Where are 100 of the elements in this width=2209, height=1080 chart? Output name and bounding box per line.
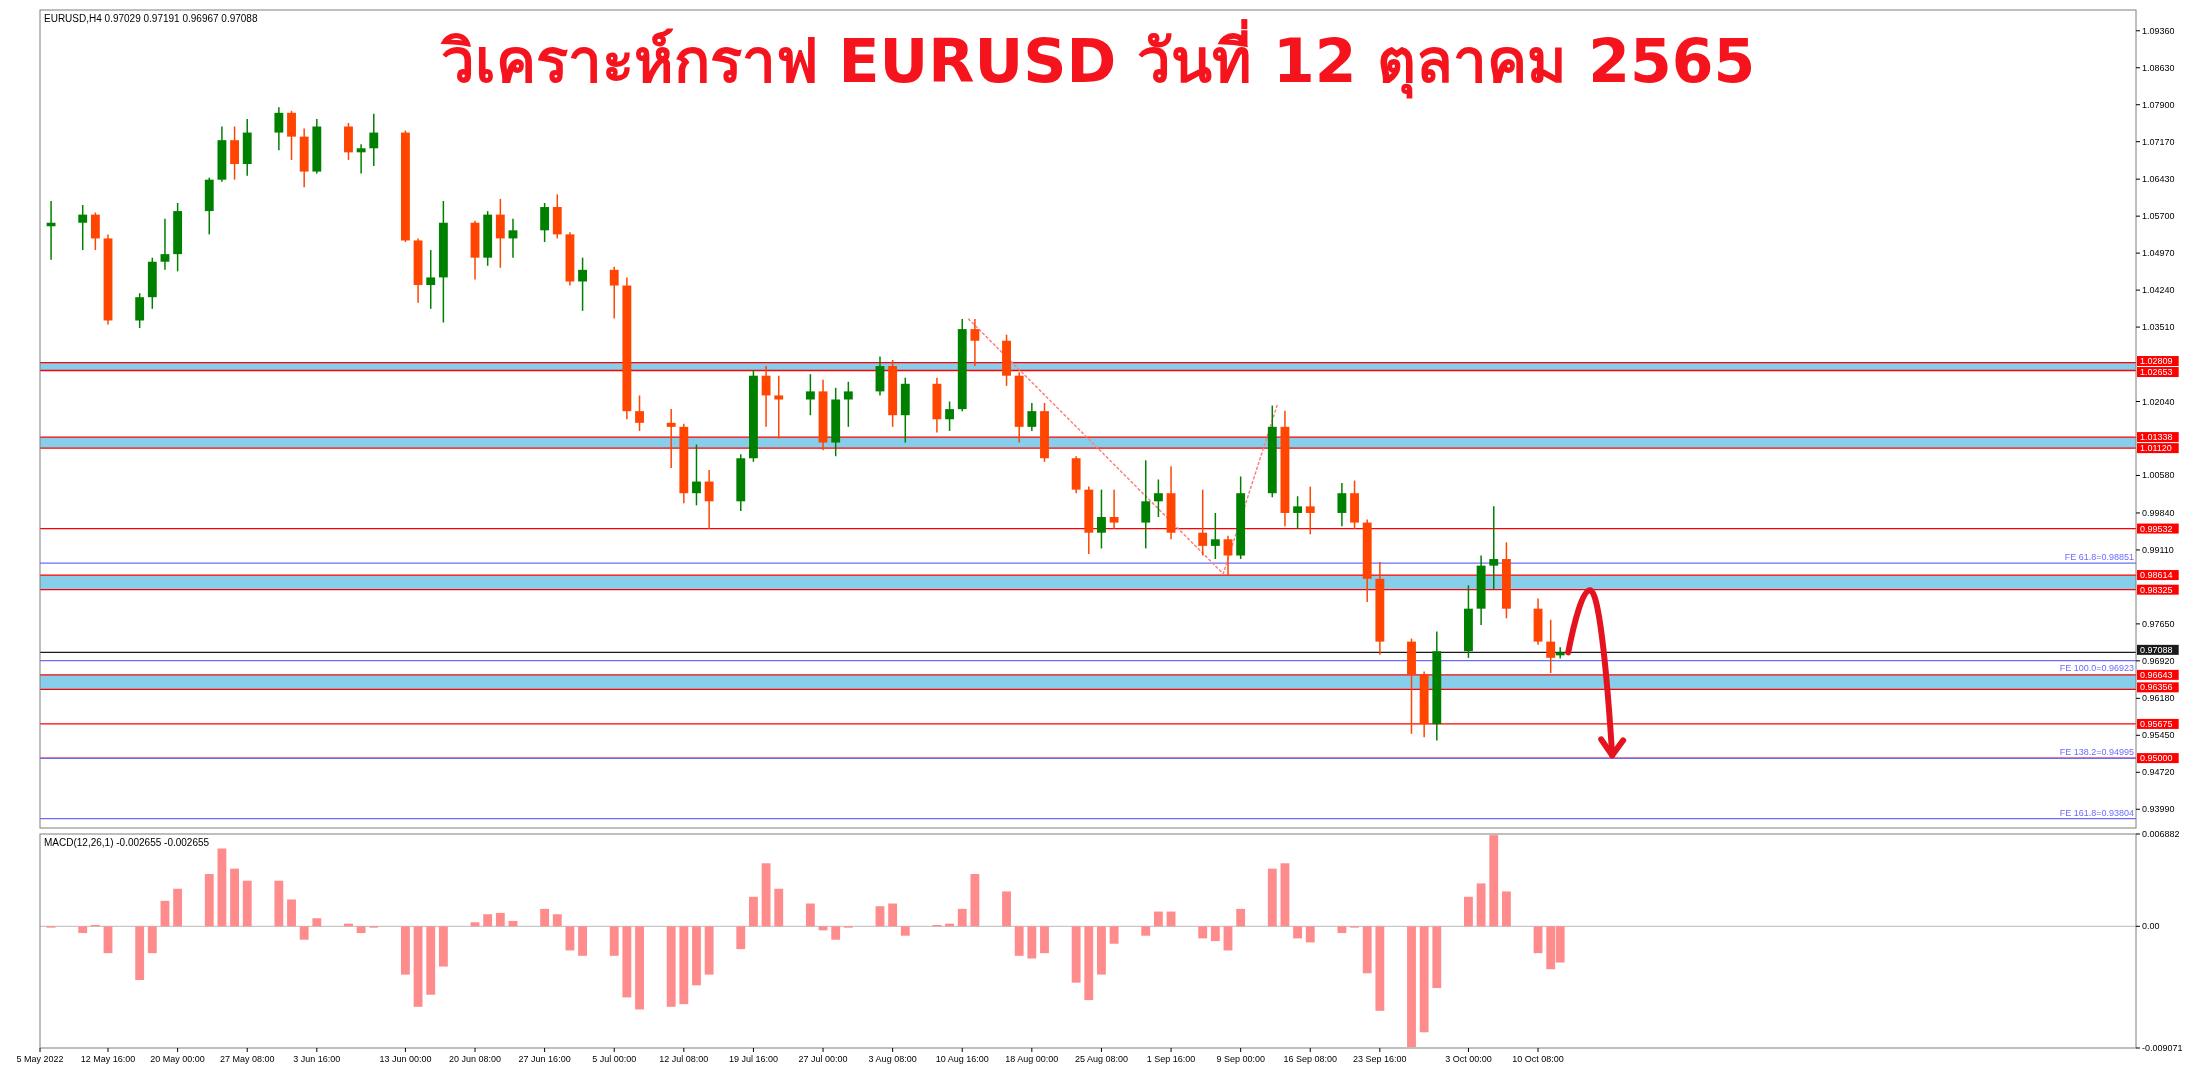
candlestick: [1546, 619, 1556, 674]
bar: [287, 899, 296, 927]
y-tick-label: 0.99110: [2142, 544, 2174, 555]
bar: [970, 874, 980, 927]
candlestick: [704, 469, 714, 530]
bar: [299, 926, 309, 940]
x-tick-label: 1 Sep 16:00: [1146, 1054, 1196, 1064]
bar: [540, 908, 550, 927]
ref-line-label: 0.96643: [2140, 669, 2173, 680]
bar: [609, 926, 619, 956]
candlestick: [1153, 478, 1163, 518]
ref-line-label: 1.01338: [2140, 432, 2173, 443]
bar: [1293, 926, 1303, 939]
candlestick: [426, 249, 436, 310]
x-tick-label: 10 Aug 16:00: [935, 1054, 989, 1064]
bar: [1014, 926, 1024, 956]
bar: [1280, 863, 1290, 927]
bar: [426, 926, 436, 995]
candlestick: [1109, 488, 1119, 530]
bar: [679, 926, 689, 1005]
x-tick-label: 23 Sep 16:00: [1353, 1054, 1407, 1064]
bar: [565, 926, 575, 951]
x-tick-label: 18 Aug 00:00: [1005, 1054, 1059, 1064]
ref-line-label: 1.02653: [2140, 367, 2173, 378]
bar: [1533, 926, 1543, 954]
x-tick-label: 27 May 08:00: [219, 1054, 275, 1064]
x-tick-label: 3 Aug 08:00: [868, 1054, 917, 1064]
y-tick-label: 1.00580: [2142, 470, 2175, 481]
candlestick: [945, 400, 955, 432]
ref-line-label: FE 100.0=0.96923: [2059, 662, 2134, 673]
x-tick-label: 5 May 2022: [16, 1054, 64, 1064]
y-tick-label: -0.009071: [2142, 1043, 2183, 1053]
x-tick-label: 10 Oct 08:00: [1512, 1054, 1564, 1064]
candlestick: [666, 408, 676, 469]
ref-line-label: 1.02809: [2140, 356, 2173, 367]
candlestick: [1198, 488, 1208, 557]
bar: [888, 903, 898, 927]
y-tick-label: 0.96180: [2142, 693, 2175, 704]
bar: [1153, 911, 1163, 927]
bar: [78, 926, 88, 934]
bar: [666, 926, 676, 1007]
candlestick: [843, 381, 853, 428]
bar: [135, 926, 145, 980]
y-tick-label: 1.05700: [2142, 211, 2175, 222]
candlestick: [1223, 535, 1233, 577]
bar: [356, 926, 366, 934]
bar: [736, 926, 746, 950]
bar: [400, 926, 410, 975]
bar: [1109, 926, 1119, 944]
bar: [204, 874, 214, 927]
bar: [761, 863, 771, 927]
candlestick: [1097, 488, 1106, 550]
y-tick-label: 0.96920: [2142, 655, 2175, 666]
bar: [1305, 926, 1315, 943]
y-tick-label: 1.04240: [2142, 285, 2175, 296]
y-tick-label: 1.06430: [2142, 174, 2175, 185]
y-tick-label: 0.94720: [2142, 767, 2175, 778]
bar: [274, 880, 284, 927]
bar: [1432, 926, 1442, 989]
x-tick-label: 25 Aug 08:00: [1074, 1054, 1128, 1064]
x-tick-label: 16 Sep 08:00: [1283, 1054, 1338, 1064]
bar: [1071, 926, 1081, 983]
bar: [1198, 926, 1208, 939]
x-tick-label: 12 Jul 08:00: [659, 1054, 709, 1064]
x-tick-label: 9 Sep 00:00: [1216, 1054, 1265, 1064]
candlestick: [369, 113, 379, 167]
ref-line-label: 0.98325: [2140, 584, 2173, 595]
candlestick: [1293, 495, 1303, 530]
bar: [957, 908, 967, 927]
x-tick-label: 20 Jun 08:00: [449, 1054, 502, 1064]
x-tick-label: 13 Jun 00:00: [379, 1054, 432, 1064]
bar: [1419, 926, 1429, 1033]
bar: [1002, 891, 1011, 927]
bar: [900, 926, 910, 936]
bar: [552, 914, 562, 927]
candlestick: [1555, 646, 1565, 660]
bar: [483, 914, 493, 927]
candlestick: [1027, 402, 1037, 432]
candlestick: [578, 256, 588, 312]
chart-title: MACD(12,26,1) -0.002655 -0.002655: [44, 837, 210, 848]
bar: [805, 903, 815, 927]
bar: [1141, 926, 1151, 936]
bar: [312, 918, 322, 927]
ref-line-label: FE 161.8=0.93804: [2059, 807, 2134, 818]
candlestick: [540, 202, 550, 243]
candlestick: [1141, 459, 1151, 550]
candlestick: [761, 365, 771, 428]
bar: [692, 926, 701, 986]
bar: [622, 926, 632, 998]
x-tick-label: 3 Oct 00:00: [1445, 1054, 1492, 1064]
y-tick-label: 1.07170: [2142, 136, 2175, 147]
y-tick-label: 1.04970: [2142, 248, 2175, 259]
candlestick: [495, 198, 505, 269]
bar: [1267, 868, 1277, 927]
y-tick-label: 0.97650: [2142, 618, 2175, 629]
x-tick-label: 19 Jul 16:00: [728, 1054, 778, 1064]
bar: [1337, 926, 1347, 934]
bar: [217, 848, 227, 927]
bar: [831, 926, 841, 940]
bar: [242, 880, 252, 927]
